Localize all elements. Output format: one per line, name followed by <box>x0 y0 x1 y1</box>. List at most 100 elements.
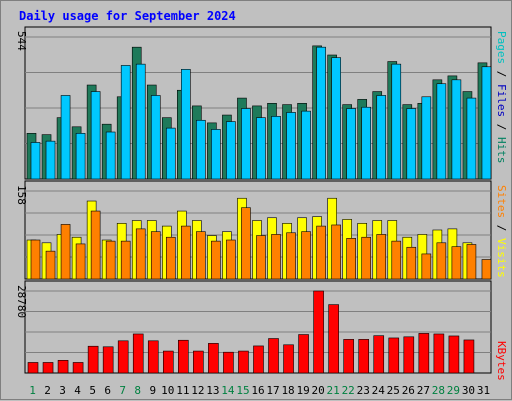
bar-sites <box>105 240 116 280</box>
bar-kbytes <box>178 339 189 374</box>
bar-kbytes <box>418 333 430 374</box>
x-tick-label: 27 <box>417 384 430 397</box>
x-tick-label: 9 <box>149 384 156 397</box>
x-tick-label: 30 <box>462 384 475 397</box>
bar-kbytes <box>403 336 415 374</box>
bar-sites <box>376 234 387 280</box>
bar-sites <box>256 235 266 280</box>
x-tick-label: 23 <box>357 384 370 397</box>
bar-files <box>286 112 296 180</box>
bar-kbytes <box>193 350 204 374</box>
bar-files <box>451 79 462 180</box>
bar-kbytes <box>313 290 324 374</box>
x-tick-label: 31 <box>477 384 490 397</box>
x-tick-label: 4 <box>74 384 81 397</box>
bar-sites <box>391 240 402 280</box>
bar-files <box>436 83 447 180</box>
bar-files <box>181 69 191 180</box>
bar-kbytes <box>42 362 54 374</box>
bar-sites <box>451 246 462 280</box>
x-tick-label: 25 <box>387 384 400 397</box>
bar-kbytes <box>147 340 159 374</box>
legend-item: Hits <box>495 137 508 164</box>
x-tick-label: 29 <box>447 384 460 397</box>
bar-kbytes <box>238 350 249 374</box>
bar-kbytes <box>328 304 339 374</box>
bar-kbytes <box>87 345 99 374</box>
bar-kbytes <box>343 339 354 374</box>
x-tick-label: 22 <box>342 384 355 397</box>
bar-files <box>241 108 251 180</box>
bar-sites <box>211 240 221 280</box>
bar-sites <box>196 231 206 280</box>
bar-kbytes <box>132 333 144 374</box>
bar-sites <box>271 234 281 280</box>
bar-sites <box>466 244 477 280</box>
bar-files <box>165 127 176 180</box>
bar-kbytes <box>117 340 129 374</box>
bar-files <box>120 65 131 180</box>
max-label: 158 <box>15 185 28 205</box>
legend-sites-visits: Sites / Visits <box>495 185 508 278</box>
bar-files <box>421 96 432 180</box>
bar-sites <box>90 210 101 280</box>
x-tick-label: 8 <box>134 384 141 397</box>
bar-sites <box>45 250 56 280</box>
bar-files <box>196 119 206 180</box>
bar-kbytes <box>268 338 279 374</box>
bar-sites <box>331 224 341 280</box>
x-tick-label: 7 <box>119 384 126 397</box>
bar-files <box>301 110 311 180</box>
bar-kbytes <box>102 346 114 374</box>
x-tick-label: 16 <box>251 384 264 397</box>
bar-sites <box>241 207 251 280</box>
bar-files <box>376 95 387 180</box>
bar-sites <box>421 253 432 280</box>
bar-kbytes <box>298 334 309 374</box>
bar-kbytes <box>283 344 294 374</box>
bar-sites <box>406 246 417 280</box>
bar-sites <box>286 232 296 280</box>
max-label: 28780 <box>15 285 28 318</box>
x-tick-label: 14 <box>221 384 235 397</box>
x-tick-label: 19 <box>296 384 309 397</box>
bar-files <box>30 142 41 180</box>
bar-files <box>90 91 101 180</box>
bar-kbytes <box>162 350 174 374</box>
bar-files <box>75 133 86 180</box>
bar-kbytes <box>373 335 385 374</box>
x-tick-label: 17 <box>266 384 279 397</box>
bar-kbytes <box>72 362 84 374</box>
bar-files <box>316 46 326 180</box>
bar-sites <box>346 238 356 280</box>
legend-item: Files <box>495 84 508 117</box>
x-tick-label: 2 <box>44 384 51 397</box>
bar-sites <box>301 231 311 280</box>
legend-kbytes: KBytes <box>495 341 508 381</box>
bar-files <box>346 108 356 180</box>
legend-item: Visits <box>495 238 508 278</box>
bar-sites <box>30 239 41 280</box>
bar-files <box>361 106 372 180</box>
x-tick-label: 6 <box>104 384 111 397</box>
bar-files <box>226 121 236 180</box>
bar-sites <box>150 231 161 280</box>
bar-files <box>150 95 161 180</box>
x-tick-label: 18 <box>281 384 294 397</box>
x-tick-label: 26 <box>402 384 415 397</box>
x-tick-label: 10 <box>161 384 174 397</box>
bar-kbytes <box>358 339 370 374</box>
bar-files <box>331 57 341 180</box>
bar-sites <box>120 240 131 280</box>
x-tick-label: 21 <box>327 384 340 397</box>
x-tick-label: 15 <box>236 384 249 397</box>
bar-files <box>391 63 402 180</box>
bar-kbytes <box>463 339 475 374</box>
bar-files <box>105 131 116 180</box>
x-tick-label: 5 <box>89 384 96 397</box>
legend-item: Sites <box>495 185 508 218</box>
legend-item: / <box>495 218 508 238</box>
bar-kbytes <box>223 351 234 374</box>
bar-files <box>60 95 71 180</box>
